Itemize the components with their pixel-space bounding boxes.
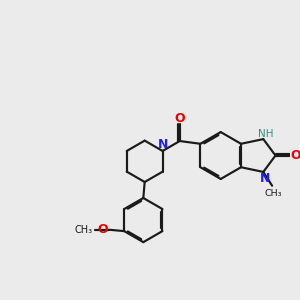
Text: O: O <box>98 223 109 236</box>
Text: NH: NH <box>258 129 273 139</box>
Text: CH₃: CH₃ <box>74 225 92 235</box>
Text: CH₃: CH₃ <box>265 189 282 198</box>
Text: N: N <box>158 138 169 152</box>
Text: O: O <box>291 149 300 162</box>
Text: N: N <box>260 172 270 184</box>
Text: O: O <box>174 112 185 125</box>
